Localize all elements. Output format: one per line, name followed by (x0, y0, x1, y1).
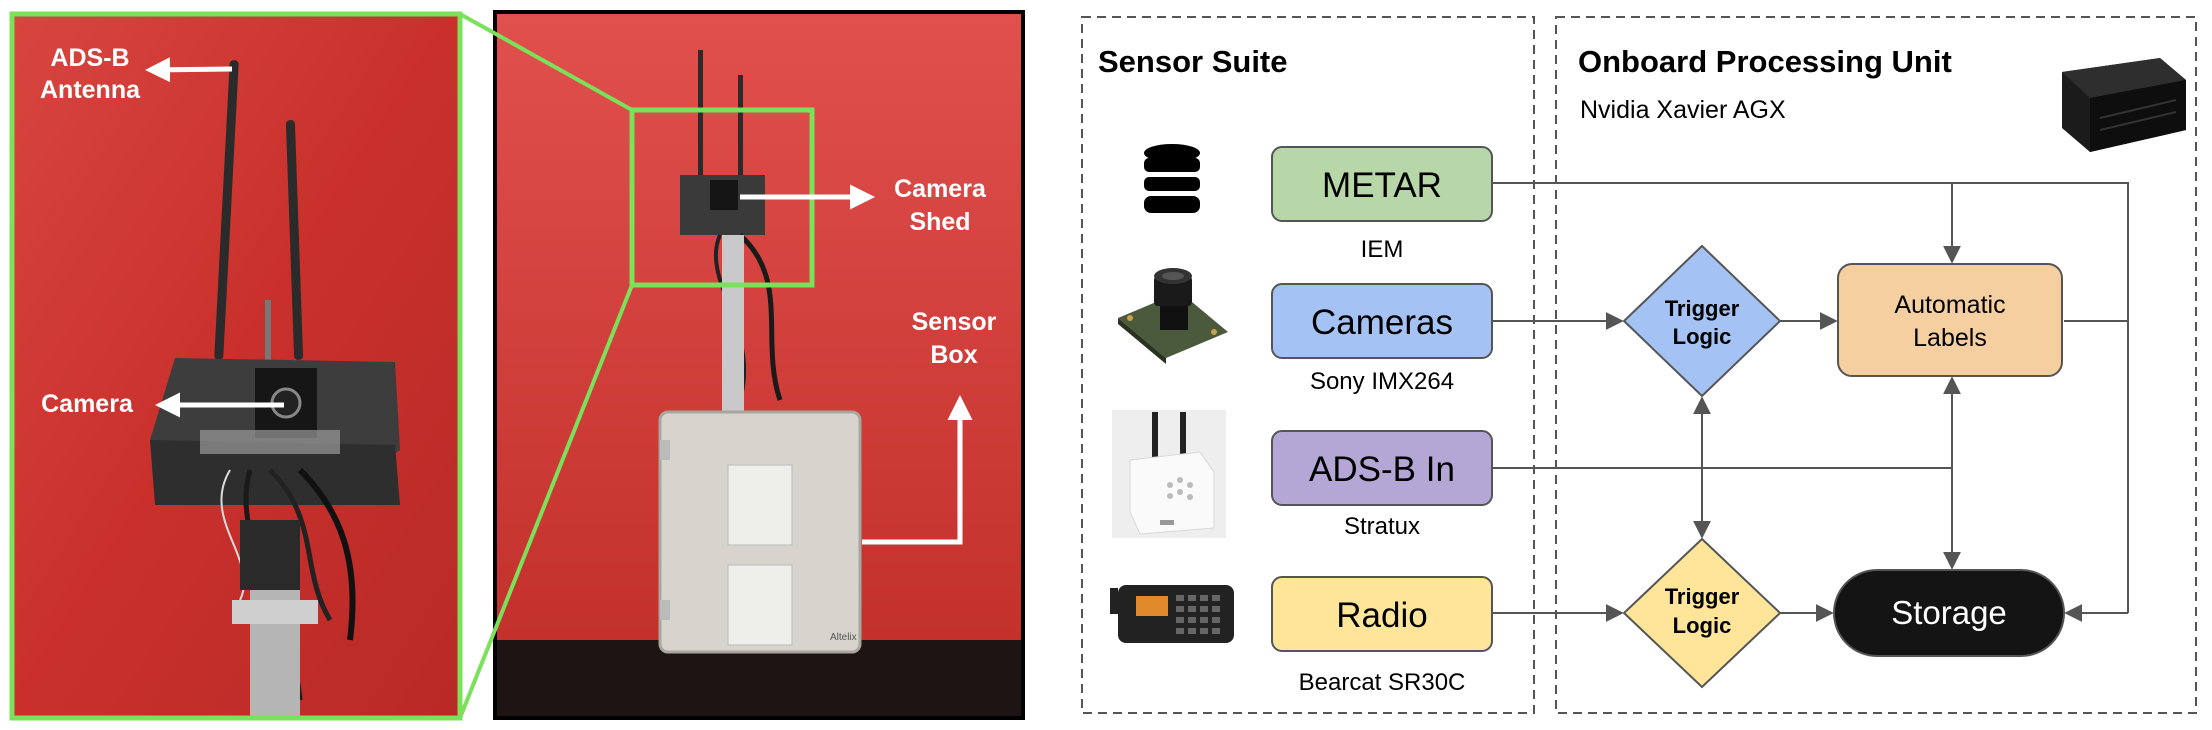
full-photo-frame (493, 10, 1025, 720)
sensor-suite-title: Sensor Suite (1098, 44, 1288, 79)
antenna-label-line1: ADS-B (50, 44, 129, 72)
radio-label: Radio (1336, 596, 1427, 635)
metar-bus-line (1492, 182, 2129, 613)
adsb-caption: Stratux (1344, 513, 1420, 540)
shed-label-line1: Camera (894, 175, 987, 203)
connectors (1492, 182, 2129, 622)
zoom-connector-bottom (458, 284, 634, 719)
antenna-left (214, 60, 239, 360)
box-arrow (862, 395, 973, 545)
full-photo: Altelix Camera Shed Sensor Box (495, 12, 1023, 718)
metar-caption: IEM (1361, 236, 1404, 263)
storage-label: Storage (1891, 594, 2007, 631)
processing-unit-title: Onboard Processing Unit (1578, 44, 1952, 79)
enclosure-brand: Altelix (830, 632, 857, 643)
stratux-receiver-icon (1112, 410, 1226, 538)
processing-unit-subtitle: Nvidia Xavier AGX (1580, 96, 1786, 124)
radio-scanner-icon (1110, 585, 1234, 643)
processing-unit-panel (1555, 16, 2197, 714)
trigger-logic-top (1622, 244, 1782, 398)
trigger-bottom-line2: Logic (1673, 613, 1732, 638)
box-label-line2: Box (930, 341, 977, 369)
automatic-labels-line2: Labels (1913, 324, 1987, 352)
camera-label: Camera (41, 390, 134, 418)
antenna-label-line2: Antenna (40, 76, 141, 104)
trigger-top-line1: Trigger (1665, 296, 1740, 321)
camera-module-icon (1118, 268, 1228, 364)
storage-box (1833, 569, 2065, 657)
radio-caption: Bearcat SR30C (1299, 669, 1466, 696)
metar-label: METAR (1322, 166, 1442, 205)
trigger-bottom-line1: Trigger (1665, 584, 1740, 609)
sensor-suite-panel (1081, 16, 1535, 714)
cameras-caption: Sony IMX264 (1310, 368, 1454, 395)
antenna-arrow (145, 57, 233, 83)
closeup-frame (9, 11, 463, 721)
closeup-photo: ADS-B Antenna Camera (12, 14, 460, 718)
zoom-connector-top (459, 12, 633, 112)
shed-label-line2: Shed (909, 208, 970, 236)
trigger-top-line2: Logic (1673, 324, 1732, 349)
database-icon (1144, 144, 1200, 213)
antenna-right (285, 120, 304, 360)
box-label-line1: Sensor (912, 308, 997, 336)
automatic-labels-line1: Automatic (1894, 291, 2005, 319)
trigger-logic-bottom (1622, 537, 1782, 689)
xavier-module-icon (2062, 58, 2186, 152)
adsb-label: ADS-B In (1309, 450, 1455, 489)
automatic-labels-box (1837, 263, 2063, 377)
cameras-label: Cameras (1311, 303, 1453, 342)
